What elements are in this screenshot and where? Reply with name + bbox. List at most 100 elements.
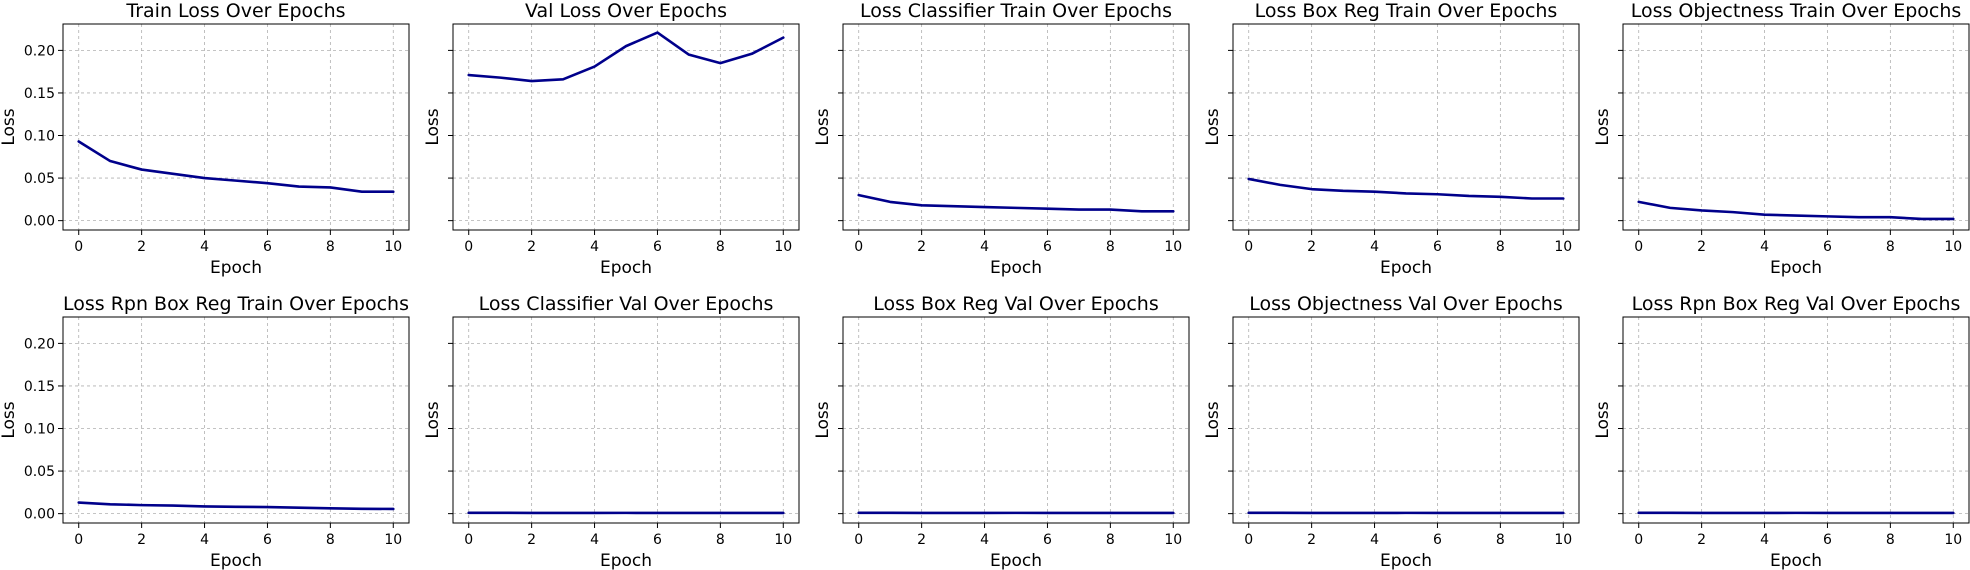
x-axis-label: Epoch xyxy=(600,551,652,570)
x-tick-label: 10 xyxy=(384,532,402,548)
series-line xyxy=(1637,200,1955,221)
x-tick-label: 10 xyxy=(1164,239,1182,255)
x-tick-label: 4 xyxy=(1760,239,1769,255)
x-tick-label: 6 xyxy=(1043,532,1052,548)
y-axis-label: Loss xyxy=(1203,108,1223,145)
x-tick-label: 6 xyxy=(653,239,662,255)
x-tick-label: 6 xyxy=(263,532,272,548)
y-axis-label: Loss xyxy=(0,401,19,438)
x-tick-label: 10 xyxy=(1554,239,1572,255)
chart-panel-5: 0 2 4 6 8 10 Loss Objectness Train Over Epochs… xyxy=(1593,0,1970,278)
plot-frame xyxy=(62,23,410,231)
x-tick-label: 10 xyxy=(1554,532,1572,548)
x-tick-label: 6 xyxy=(653,532,662,548)
chart-panel-8: 0 2 4 6 8 10 Loss Box Reg Val Over Epochs Epoch… xyxy=(813,293,1190,570)
x-tick-label: 0 xyxy=(464,239,473,255)
x-axis-label: Epoch xyxy=(210,258,262,278)
x-tick-label: 0 xyxy=(854,239,863,255)
x-tick-label: 2 xyxy=(1697,239,1706,255)
x-tick-label: 0 xyxy=(464,532,473,548)
plot-frame xyxy=(62,316,410,524)
y-axis-label: Loss xyxy=(1593,108,1613,145)
series-line xyxy=(857,193,1175,213)
chart-panel-2: 0 2 4 6 8 10 Val Loss Over Epochs Epoch Loss xyxy=(423,0,800,278)
x-tick-label: 0 xyxy=(1634,532,1643,548)
x-tick-label: 4 xyxy=(590,532,599,548)
chart-title: Loss Rpn Box Reg Train Over Epochs xyxy=(63,293,409,315)
x-tick-label: 4 xyxy=(1760,532,1769,548)
x-tick-label: 0 xyxy=(854,532,863,548)
x-axis-label: Epoch xyxy=(1380,551,1432,570)
x-tick-label: 0 xyxy=(1634,239,1643,255)
y-axis-label: Loss xyxy=(813,108,833,145)
x-tick-label: 8 xyxy=(1106,532,1115,548)
x-axis-label: Epoch xyxy=(990,258,1042,278)
y-tick-label: 0.05 xyxy=(24,464,55,480)
chart-title: Loss Objectness Train Over Epochs xyxy=(1631,0,1962,22)
plot-frame xyxy=(1232,23,1580,231)
x-tick-label: 8 xyxy=(326,239,335,255)
chart-title: Loss Box Reg Train Over Epochs xyxy=(1255,0,1558,22)
chart-panel-10: 0 2 4 6 8 10 Loss Rpn Box Reg Val Over Epochs E… xyxy=(1593,293,1970,570)
y-axis-label: Loss xyxy=(813,401,833,438)
y-tick-label: 0.20 xyxy=(24,43,55,59)
chart-panel-7: 0 2 4 6 8 10 Loss Classifier Val Over Epochs Ep… xyxy=(423,293,800,570)
y-tick-label: 0.00 xyxy=(24,507,55,523)
x-tick-label: 0 xyxy=(1244,532,1253,548)
x-tick-label: 0 xyxy=(1244,239,1253,255)
y-tick-label: 0.10 xyxy=(24,422,55,438)
series-line xyxy=(467,31,785,83)
x-tick-label: 8 xyxy=(326,532,335,548)
x-tick-label: 2 xyxy=(1307,239,1316,255)
x-tick-label: 2 xyxy=(1697,532,1706,548)
y-tick-label: 0.10 xyxy=(24,129,55,145)
x-tick-label: 8 xyxy=(716,532,725,548)
plot-frame xyxy=(842,23,1190,231)
x-tick-label: 6 xyxy=(1823,239,1832,255)
x-tick-label: 6 xyxy=(1823,532,1832,548)
y-axis-label: Loss xyxy=(0,108,19,145)
y-tick-label: 0.20 xyxy=(24,336,55,352)
x-tick-label: 10 xyxy=(1164,532,1182,548)
x-tick-label: 2 xyxy=(527,239,536,255)
chart-panel-1: 0 2 4 6 8 10 0.00 0.05 0.10 0.15 0.20 Train Loss Ov… xyxy=(0,0,410,278)
x-tick-label: 8 xyxy=(716,239,725,255)
x-axis-label: Epoch xyxy=(600,258,652,278)
plot-frame xyxy=(1622,23,1970,231)
series-line xyxy=(77,140,395,193)
plot-frame xyxy=(1622,316,1970,524)
chart-title: Loss Classifier Train Over Epochs xyxy=(860,0,1172,22)
chart-title: Loss Rpn Box Reg Val Over Epochs xyxy=(1632,293,1961,315)
y-tick-label: 0.00 xyxy=(24,214,55,230)
x-tick-label: 10 xyxy=(1944,532,1962,548)
x-tick-label: 6 xyxy=(1433,532,1442,548)
chart-title: Loss Box Reg Val Over Epochs xyxy=(873,293,1159,315)
chart-panel-4: 0 2 4 6 8 10 Loss Box Reg Train Over Epochs Epo… xyxy=(1203,0,1580,278)
x-axis-label: Epoch xyxy=(1770,258,1822,278)
x-tick-label: 10 xyxy=(384,239,402,255)
series-line xyxy=(1247,177,1565,200)
x-tick-label: 2 xyxy=(527,532,536,548)
x-tick-label: 0 xyxy=(74,532,83,548)
x-tick-label: 2 xyxy=(917,532,926,548)
plot-frame xyxy=(1232,316,1580,524)
chart-title: Val Loss Over Epochs xyxy=(525,0,727,22)
x-tick-label: 8 xyxy=(1886,239,1895,255)
x-tick-label: 4 xyxy=(980,532,989,548)
y-axis-label: Loss xyxy=(423,108,443,145)
x-tick-label: 4 xyxy=(200,532,209,548)
y-tick-label: 0.05 xyxy=(24,171,55,187)
x-tick-label: 4 xyxy=(980,239,989,255)
chart-panel-6: 0 2 4 6 8 10 0.00 0.05 0.10 0.15 0.20 Loss Rpn Box … xyxy=(0,293,410,570)
x-tick-label: 8 xyxy=(1496,239,1505,255)
chart-title: Loss Objectness Val Over Epochs xyxy=(1249,293,1562,315)
x-tick-label: 2 xyxy=(917,239,926,255)
y-tick-label: 0.15 xyxy=(24,86,55,102)
chart-panel-3: 0 2 4 6 8 10 Loss Classifier Train Over Epochs… xyxy=(813,0,1190,278)
x-tick-label: 4 xyxy=(590,239,599,255)
x-tick-label: 10 xyxy=(774,532,792,548)
series-line xyxy=(77,501,395,511)
x-axis-label: Epoch xyxy=(1380,258,1432,278)
chart-panel-9: 0 2 4 6 8 10 Loss Objectness Val Over Epochs Ep… xyxy=(1203,293,1580,570)
